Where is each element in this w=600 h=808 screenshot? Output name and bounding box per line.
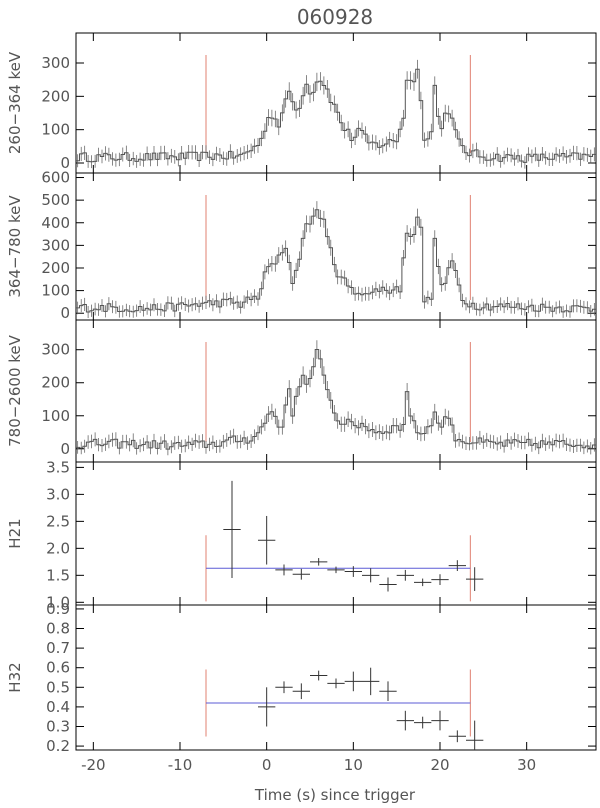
hardness-point [223, 480, 241, 579]
hardness-point [466, 567, 484, 591]
x-tick-label: 10 [344, 756, 363, 774]
x-tick-label: 30 [517, 756, 536, 774]
y-tick-label: 200 [41, 259, 70, 277]
y-tick-label: 2.0 [46, 539, 70, 557]
panel-1: 0 100 200 300 260−364 keV [6, 32, 597, 174]
y-tick-label: 400 [41, 214, 70, 232]
y-tick-label: 100 [41, 121, 70, 139]
y-tick-label: 0.9 [46, 600, 70, 618]
panel-2: 0 100 200 300 400 500 600 364−780 keV [6, 169, 597, 322]
y-tick-label: 0.8 [46, 620, 70, 638]
hardness-point [327, 566, 345, 574]
panel-3: 0 100 200 300 780−2600 keV [6, 319, 597, 463]
hardness-point [344, 671, 362, 692]
hardness-point [414, 578, 432, 587]
hardness-point [292, 683, 310, 700]
panel-frame [75, 604, 597, 751]
y-tick-label: 0.7 [46, 639, 70, 657]
y-tick-label: 0.5 [46, 678, 70, 696]
y-tick-label: 300 [41, 341, 70, 359]
y-axis-label: H32 [6, 662, 24, 692]
x-tick-label: 0 [262, 756, 272, 774]
light-curve-errors [77, 340, 595, 456]
y-axis-label: H21 [6, 518, 24, 548]
hardness-point [414, 716, 432, 729]
y-tick-label: 100 [41, 282, 70, 300]
y-tick-label: 1.0 [46, 593, 70, 611]
panel-5: 0.2 0.30.4 0.50.6 0.70.8 0.9 -20 -10 0 10 20 30 H32 [6, 600, 597, 774]
y-tick-label: 0 [60, 154, 70, 172]
hardness-point [292, 568, 310, 580]
hardness-point [379, 577, 397, 592]
y-tick-label: 3.5 [46, 458, 70, 476]
hardness-point [396, 710, 414, 731]
y-tick-label: 500 [41, 191, 70, 209]
x-tick-label: -20 [81, 756, 106, 774]
hardness-point [275, 681, 293, 694]
y-tick-label: 0.3 [46, 717, 70, 735]
y-tick-label: 0 [60, 304, 70, 322]
light-curve-errors [77, 59, 595, 169]
y-tick-label: 3.0 [46, 485, 70, 503]
hardness-point [466, 720, 484, 750]
y-axis-label: 364−780 keV [6, 195, 24, 298]
y-tick-label: 300 [41, 54, 70, 72]
hardness-point [448, 560, 466, 572]
y-tick-label: 600 [41, 169, 70, 187]
panel-4: 1.0 1.5 2.0 2.5 3.0 3.5 H21 [6, 458, 597, 611]
hardness-point [344, 566, 362, 577]
hardness-point [431, 574, 449, 586]
hardness-point [310, 670, 328, 681]
y-axis-label: 780−2600 keV [6, 334, 24, 447]
hardness-point [379, 681, 397, 702]
light-curve [76, 209, 596, 313]
y-tick-label: 200 [41, 87, 70, 105]
light-curve-errors [77, 201, 595, 318]
hardness-point [431, 710, 449, 731]
y-tick-label: 0.2 [46, 737, 70, 755]
y-tick-label: 100 [41, 407, 70, 425]
y-tick-label: 2.5 [46, 512, 70, 530]
hardness-point [258, 687, 276, 727]
hardness-point [275, 564, 293, 576]
x-axis-label: Time (s) since trigger [254, 786, 416, 804]
panel-frame [75, 461, 597, 606]
y-tick-label: 0 [60, 440, 70, 458]
hardness-point [327, 678, 345, 689]
hardness-point [258, 515, 276, 565]
hardness-point [448, 730, 466, 743]
hardness-point [310, 558, 328, 566]
hardness-point [362, 568, 380, 583]
y-tick-label: 0.4 [46, 698, 70, 716]
y-tick-label: 1.5 [46, 566, 70, 584]
hardness-point [396, 569, 414, 581]
light-curve [76, 68, 596, 163]
chart-title: 060928 [297, 5, 373, 29]
y-tick-label: 300 [41, 236, 70, 254]
y-tick-label: 0.6 [46, 659, 70, 677]
x-tick-label: -10 [168, 756, 193, 774]
x-tick-label: 20 [430, 756, 449, 774]
y-tick-label: 200 [41, 374, 70, 392]
y-axis-label: 260−364 keV [6, 51, 24, 154]
hardness-point [362, 667, 380, 696]
